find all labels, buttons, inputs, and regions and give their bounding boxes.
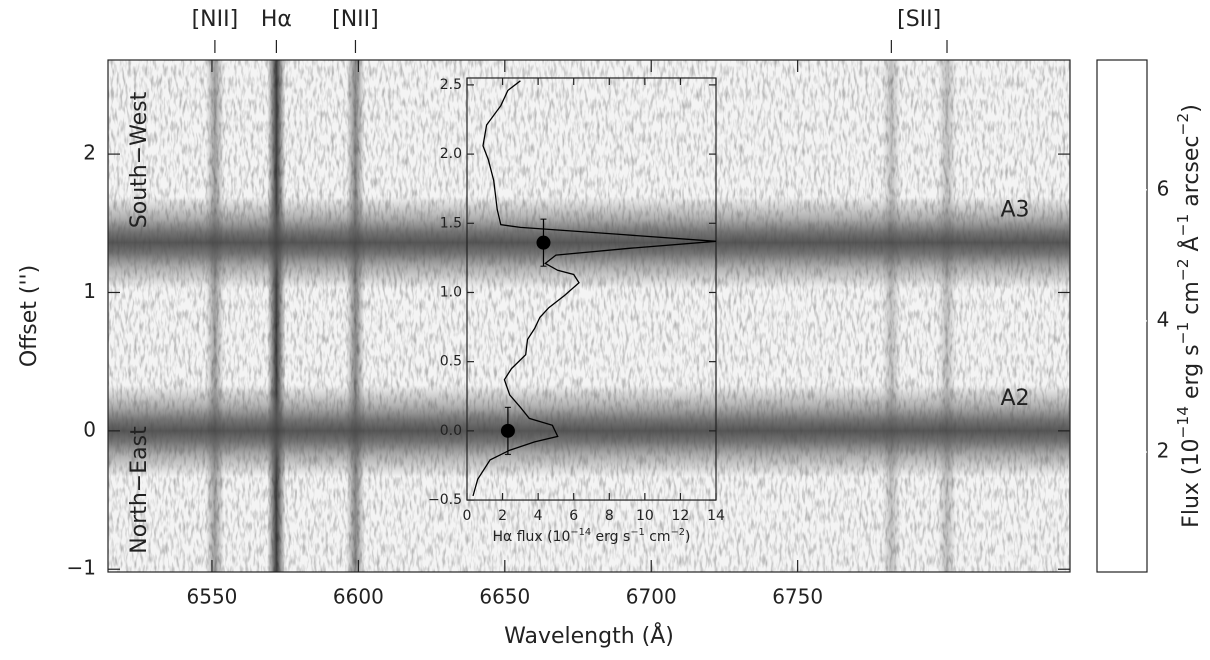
colorbar-label: Flux (10−14 erg s−1 cm−2 Å−1 arcsec−2) <box>1174 104 1205 528</box>
label-part: −1 <box>630 527 644 538</box>
y-tick-label: 2 <box>83 141 96 165</box>
label-part: ) <box>1179 104 1204 113</box>
inset-y-tick-label: 2.0 <box>440 146 462 162</box>
y-tick-label: −1 <box>67 556 96 580</box>
inset-y-tick-label: −0.5 <box>428 492 462 508</box>
label-part: −14 <box>570 527 591 538</box>
x-tick-label: 6650 <box>479 585 530 609</box>
region-band <box>108 196 1070 289</box>
image-area <box>108 60 1070 572</box>
label-part: erg s <box>591 529 630 545</box>
x-tick-label: 6600 <box>333 585 384 609</box>
side-label: South−West <box>127 91 152 228</box>
region-label: A2 <box>1000 386 1029 411</box>
label-part: −1 <box>1174 322 1192 345</box>
inset-x-tick-label: 14 <box>707 508 725 524</box>
line-marker-label: [SII] <box>897 7 941 32</box>
label-part: cm <box>645 529 671 545</box>
inset-x-tick-label: 4 <box>534 508 543 524</box>
colorbar-tick-label: 4 <box>1157 307 1170 331</box>
x-axis-label: Wavelength (Å) <box>504 622 674 649</box>
inset-x-label: Hα flux (10−14 erg s−1 cm−2) <box>493 527 691 546</box>
profile-line <box>472 80 717 497</box>
label-part: −2 <box>671 527 685 538</box>
emission-stripe <box>938 60 957 572</box>
label-part: Flux (10 <box>1179 439 1204 528</box>
emission-stripe <box>205 60 224 572</box>
label-part: arcsec <box>1179 135 1204 213</box>
inset-y-tick-label: 1.0 <box>440 284 462 300</box>
x-tick-label: 6750 <box>772 585 823 609</box>
x-tick-label: 6700 <box>626 585 677 609</box>
label-part: Å <box>1177 236 1204 258</box>
y-axis-label: Offset ('') <box>17 265 42 367</box>
emission-stripe <box>267 60 286 572</box>
x-tick-label: 6550 <box>187 585 238 609</box>
inset-x-tick-label: 6 <box>569 508 578 524</box>
image-noise <box>108 60 1070 572</box>
emission-stripe <box>882 60 901 572</box>
inset-y-tick-label: 2.5 <box>440 77 462 93</box>
axes-frame <box>107 59 1071 573</box>
line-marker-label: [NII] <box>332 7 379 32</box>
line-marker-label: Hα <box>261 7 292 32</box>
colorbar-tick-label: 2 <box>1157 439 1170 463</box>
label-part: cm <box>1179 281 1204 322</box>
data-point <box>500 423 515 438</box>
y-tick-label: 0 <box>83 417 96 441</box>
emission-stripe <box>346 60 365 572</box>
label-part: −14 <box>1174 406 1192 438</box>
y-tick-label: 1 <box>83 279 96 303</box>
inset-background <box>466 77 717 501</box>
label-part: −1 <box>1174 214 1192 237</box>
region-label: A3 <box>1000 198 1029 223</box>
data-point <box>536 235 551 250</box>
line-marker-label: [NII] <box>192 7 239 32</box>
inset-y-tick-label: 0.5 <box>440 354 462 370</box>
label-part: Hα flux (10 <box>493 529 571 545</box>
inset-y-tick-label: 1.5 <box>440 215 462 231</box>
label-part: ) <box>685 529 690 545</box>
inset-x-tick-label: 2 <box>498 508 507 524</box>
label-part: −2 <box>1174 113 1192 136</box>
inset-x-tick-label: 0 <box>463 508 472 524</box>
inset-x-tick-label: 8 <box>605 508 614 524</box>
side-label: North−East <box>127 426 152 554</box>
inset-y-tick-label: 0.0 <box>440 423 462 439</box>
inset-x-tick-label: 10 <box>636 508 654 524</box>
label-part: erg s <box>1179 344 1204 406</box>
colorbar <box>1096 59 1148 573</box>
colorbar-tick-label: 6 <box>1157 176 1170 200</box>
inset-x-tick-label: 12 <box>672 508 690 524</box>
region-band <box>108 384 1070 477</box>
label-part: −2 <box>1174 258 1192 281</box>
